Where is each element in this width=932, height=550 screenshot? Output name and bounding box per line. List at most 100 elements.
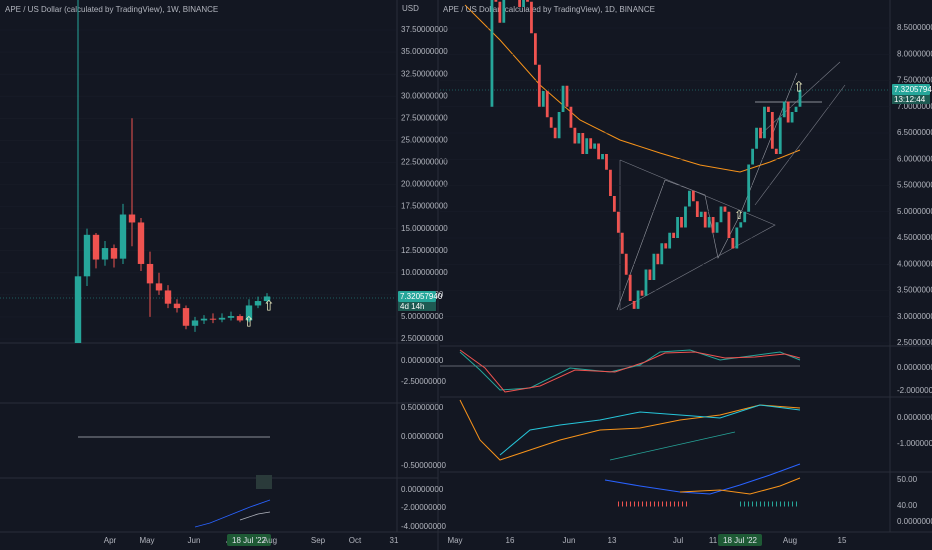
price-axis-label: 32.50000000 — [401, 69, 448, 78]
candle-body — [711, 217, 715, 233]
candle-body — [676, 217, 679, 238]
candle-body — [770, 112, 774, 149]
candle-body — [719, 206, 723, 223]
candle-body — [620, 232, 624, 254]
candle-body — [739, 222, 743, 228]
candle-body — [541, 91, 545, 107]
time-axis-label: Sep — [311, 536, 326, 545]
candle-body — [609, 169, 612, 196]
candle-body — [759, 127, 762, 139]
price-axis-label: 2.50000000 — [897, 338, 932, 347]
time-axis-label: Aug — [783, 536, 797, 545]
candle-body — [74, 276, 82, 343]
indicator-axis-label: 0.00000000 — [897, 363, 932, 372]
candle-body — [640, 290, 644, 296]
candle-body — [191, 320, 199, 326]
price-axis-label: 25.00000000 — [401, 135, 448, 144]
arrow-icon: ⇧ — [263, 298, 275, 314]
price-axis-label: 2.50000000 — [401, 334, 444, 343]
candle-body — [173, 303, 181, 309]
time-axis-label: Apr — [104, 536, 117, 545]
candle-body — [644, 269, 648, 296]
price-axis-label: 5.00000000 — [401, 312, 444, 321]
price-axis-label: 3.50000000 — [897, 286, 932, 295]
candle-body — [585, 138, 589, 154]
price-axis-label: 3.00000000 — [897, 312, 932, 321]
candle-body — [664, 243, 668, 249]
candle-body — [227, 316, 235, 318]
candle-body — [119, 214, 127, 259]
candle-body — [537, 64, 541, 107]
time-axis-label: 13 — [608, 536, 617, 545]
divergence-line — [609, 431, 736, 461]
candle-body — [691, 190, 695, 202]
candle-body — [632, 301, 636, 309]
indicator-axis-label: -1.00000000 — [897, 439, 932, 448]
triangle — [619, 159, 776, 311]
candle-body — [218, 317, 226, 320]
countdown-text: 13:12:44 — [894, 95, 926, 104]
indicator-axis-label: 50.00 — [897, 475, 918, 484]
time-axis-label: Jun — [188, 536, 201, 545]
price-axis-label: 12.50000000 — [401, 246, 448, 255]
candle-body — [549, 117, 553, 128]
candle-body — [723, 206, 727, 212]
price-axis-label: 22.50000000 — [401, 158, 448, 167]
candle-body — [778, 117, 782, 154]
price-axis-label: 7.50000000 — [897, 76, 932, 85]
date-highlight — [718, 534, 762, 546]
price-axis-label: 4.50000000 — [897, 233, 932, 242]
candle-body — [101, 248, 109, 260]
candle-body — [684, 206, 687, 228]
indicator-line — [459, 349, 801, 391]
candle-body — [786, 101, 790, 123]
candle-body — [668, 232, 672, 249]
indicator-axis-label: -4.00000000 — [401, 522, 446, 531]
candle-body — [790, 112, 794, 123]
candle-body — [782, 101, 786, 118]
indicator-axis-label: -2.00000000 — [401, 503, 446, 512]
candle-body — [680, 217, 683, 228]
candle-body — [656, 253, 660, 265]
indicator-axis-label: 0.00000000 — [401, 432, 444, 441]
indicator-axis-label: 40.00 — [897, 501, 918, 510]
indicator-line — [459, 399, 801, 461]
candle-body — [155, 283, 163, 291]
candle-body — [624, 253, 628, 275]
indicator-line — [499, 404, 801, 456]
candle-body — [577, 133, 581, 144]
candle-body — [798, 89, 802, 107]
countdown-text: 4d 14h — [400, 302, 424, 311]
candle-body — [601, 154, 604, 160]
candle-body — [648, 269, 652, 280]
candle-body — [209, 318, 217, 320]
price-axis-label: 5.00000000 — [897, 207, 932, 216]
candle-body — [581, 133, 585, 154]
indicator-axis-label: -2.00000000 — [897, 386, 932, 395]
time-axis-label: Aug — [263, 536, 277, 545]
candle-body — [561, 85, 565, 112]
candle-body — [735, 227, 739, 249]
price-axis-label: 17.50000000 — [401, 202, 448, 211]
price-axis-label: 30.00000000 — [401, 91, 448, 100]
candle-body — [703, 211, 707, 228]
indicator-line — [604, 463, 801, 495]
time-axis-label: 31 — [390, 536, 399, 545]
arrow-icon: ⇧ — [793, 79, 805, 95]
candle-body — [695, 201, 699, 217]
indicator-axis-label: 0.00000000 — [401, 356, 444, 365]
candle-body — [522, 0, 525, 7]
candle-body — [545, 91, 549, 118]
price-axis-label: 27.50000000 — [401, 113, 448, 122]
candle-body — [707, 217, 711, 228]
candle-body — [660, 243, 664, 265]
candle-body — [767, 106, 770, 112]
candle-body — [751, 148, 755, 165]
time-axis-label: Oct — [349, 536, 362, 545]
candle-body — [137, 222, 145, 264]
candle-body — [589, 138, 593, 149]
indicator-axis-label: -2.50000000 — [401, 377, 446, 386]
candle-body — [652, 253, 656, 280]
left-header: APE / US Dollar (calculated by TradingVi… — [5, 5, 218, 14]
price-axis-label: 8.00000000 — [897, 49, 932, 58]
